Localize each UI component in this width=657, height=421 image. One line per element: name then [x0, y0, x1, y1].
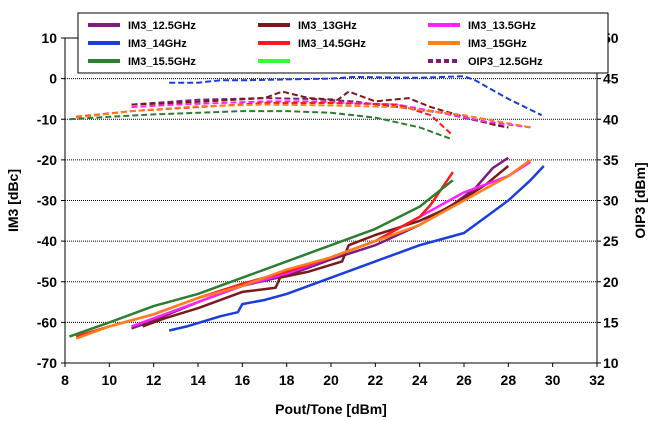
series-line-im3-14ghz: [168, 165, 545, 332]
y-axis-label: IM3 [dBc]: [5, 169, 21, 232]
y-tick-label: -40: [37, 233, 57, 249]
x-tick-label: 28: [501, 372, 517, 388]
y-tick-label: -30: [37, 193, 57, 209]
series-line-oip3-15-5ghz: [69, 110, 454, 141]
x-axis-ticks: 8 10 12 14 16 18 20 22 24 26 28 30 32: [61, 363, 605, 388]
y-tick-label: -50: [37, 274, 57, 290]
y2-tick-label: 45: [603, 71, 619, 87]
legend-label: IM3_14.5GHz: [298, 38, 366, 50]
legend-label: IM3_12.5GHz: [128, 20, 196, 32]
x-tick-label: 26: [456, 372, 472, 388]
y2-tick-label: 35: [603, 152, 619, 168]
x-tick-label: 10: [102, 372, 118, 388]
x-tick-label: 14: [190, 372, 206, 388]
y-axis-ticks: 10 0 -10 -20 -30 -40 -50 -60 -70: [37, 30, 65, 371]
grid: [65, 78, 597, 323]
series-line-oip3-14ghz: [169, 75, 543, 117]
y2-tick-label: 10: [603, 355, 619, 371]
y2-axis-label: OIP3 [dBm]: [632, 162, 648, 238]
legend-label: IM3_13GHz: [298, 20, 357, 32]
x-tick-label: 12: [146, 372, 162, 388]
series-line-im3-13ghz: [142, 165, 510, 328]
legend-box: [77, 12, 609, 74]
x-tick-label: 32: [589, 372, 605, 388]
y-tick-label: -10: [37, 111, 57, 127]
y-tick-label: 10: [41, 30, 57, 46]
legend-label: IM3_15GHz: [468, 38, 527, 50]
y2-tick-label: 25: [603, 233, 619, 249]
y-tick-label: -60: [37, 314, 57, 330]
x-tick-label: 20: [323, 372, 339, 388]
y2-tick-label: 20: [603, 274, 619, 290]
y2-tick-label: 30: [603, 193, 619, 209]
y-tick-label: -70: [37, 355, 57, 371]
legend-label: IM3_14GHz: [128, 38, 187, 50]
legend-label: IM3_15.5GHz: [128, 56, 196, 68]
series-layer: [68, 75, 545, 340]
series-line-im3-15-5ghz: [68, 179, 454, 338]
series-line-im3-15ghz: [75, 158, 532, 340]
x-tick-label: 24: [412, 372, 428, 388]
x-tick-label: 22: [368, 372, 384, 388]
y-tick-label: -20: [37, 152, 57, 168]
legend-label: IM3_13.5GHz: [468, 20, 536, 32]
x-axis-label: Pout/Tone [dBm]: [275, 401, 387, 417]
y2-tick-label: 40: [603, 111, 619, 127]
legend: IM3_12.5GHz IM3_13GHz IM3_13.5GHz IM3_14GHz…: [77, 12, 609, 74]
series-line-oip3-15ghz: [75, 103, 531, 129]
legend-label: OIP3_12.5GHz: [468, 56, 543, 68]
y2-tick-label: 15: [603, 314, 619, 330]
x-tick-label: 16: [235, 372, 251, 388]
x-tick-label: 8: [61, 372, 69, 388]
y-tick-label: 0: [49, 71, 57, 87]
x-tick-label: 30: [545, 372, 561, 388]
x-tick-label: 18: [279, 372, 295, 388]
